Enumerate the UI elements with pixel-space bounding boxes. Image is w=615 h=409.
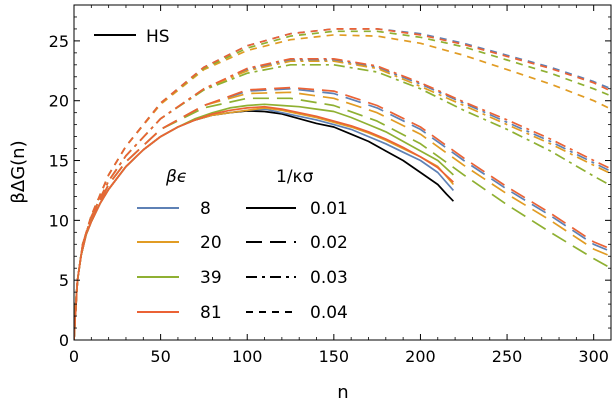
series-line-13: [74, 28, 611, 340]
series-line-2: [74, 107, 455, 340]
legend-kappa-title: 1/κσ: [276, 167, 314, 187]
y-tick-label: 20: [49, 92, 69, 111]
legend-kappa-label: 0.01: [310, 199, 348, 219]
series-line-16: [74, 28, 611, 340]
plot-frame: [73, 4, 612, 341]
legend-beta-eps-label: 39: [200, 268, 222, 288]
y-tick-label: 0: [59, 331, 69, 350]
series-line-8: [74, 86, 611, 340]
series-line-4: [74, 105, 454, 340]
legend-beta-eps-title: βϵ: [165, 167, 187, 187]
legend-kappa-label: 0.02: [310, 233, 348, 253]
x-tick-label: 200: [405, 347, 436, 366]
y-tick-label: 5: [59, 271, 69, 290]
series-line-5: [74, 87, 611, 340]
x-tick-label: 50: [150, 347, 170, 366]
x-axis-label: n: [337, 382, 348, 403]
series-line-14: [74, 34, 611, 340]
axes: 0 50 100 150 200 250 300 0 5 10 15 20 25: [49, 4, 612, 366]
x-tick-label: 100: [232, 347, 263, 366]
y-axis-label: βΔG(n): [8, 140, 29, 203]
legend-beta-eps-label: 81: [200, 303, 222, 323]
x-tick-label: 0: [69, 347, 79, 366]
x-tick-label: 300: [578, 347, 609, 366]
y-tick-label: 25: [49, 32, 69, 51]
legend-hs-label: HS: [146, 27, 170, 47]
legend-beta-eps-label: 20: [200, 233, 222, 253]
legend-beta-eps-label: 8: [200, 199, 211, 219]
series-line-7: [74, 97, 611, 340]
legend: HS βϵ 1/κσ 8 20 39 81 0.01 0.02 0.03 0.04: [94, 27, 348, 323]
series-layer: [74, 28, 611, 340]
y-tick-label: 15: [49, 152, 69, 171]
series-line-6: [74, 91, 611, 340]
x-tick-label: 250: [492, 347, 523, 366]
legend-kappa-label: 0.04: [310, 303, 348, 323]
y-tick-label: 10: [49, 211, 69, 230]
x-tick-label: 150: [319, 347, 350, 366]
legend-kappa-label: 0.03: [310, 268, 348, 288]
